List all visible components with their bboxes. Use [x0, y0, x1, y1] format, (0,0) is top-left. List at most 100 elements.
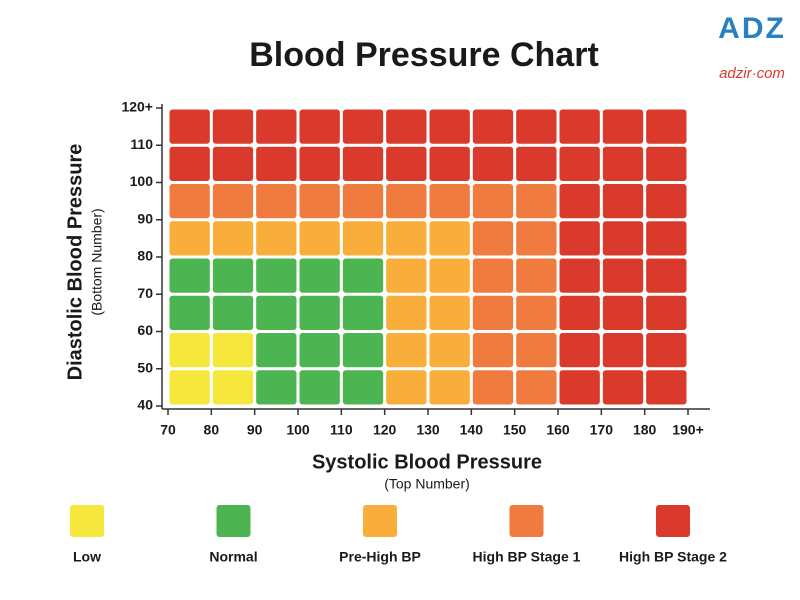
cell	[212, 333, 254, 368]
cell	[516, 109, 557, 144]
legend-label: Pre-High BP	[339, 549, 421, 565]
cell	[169, 109, 210, 144]
cell	[169, 295, 210, 330]
y-tick-label: 80	[137, 248, 153, 264]
cell	[299, 258, 340, 293]
cell	[559, 258, 600, 293]
legend-swatch	[509, 505, 544, 537]
cell	[386, 295, 427, 330]
cell	[602, 295, 644, 330]
cell	[386, 221, 427, 256]
x-tick-label: 180	[633, 422, 657, 438]
cell	[386, 146, 427, 181]
cell	[559, 333, 600, 368]
cell	[602, 333, 644, 368]
cell	[256, 221, 297, 256]
chart-title: Blood Pressure Chart	[249, 36, 599, 74]
cell	[429, 146, 470, 181]
cell	[516, 221, 557, 256]
cell	[256, 109, 297, 144]
cell	[169, 184, 210, 219]
cell	[429, 295, 470, 330]
cell	[212, 146, 254, 181]
legend-label: Low	[73, 549, 101, 565]
cell	[299, 109, 340, 144]
cell	[472, 258, 514, 293]
cell	[212, 258, 254, 293]
legend-swatch	[70, 505, 104, 537]
cell	[299, 333, 340, 368]
cell	[429, 221, 470, 256]
cell	[472, 109, 514, 144]
cell	[559, 370, 600, 405]
cell	[472, 295, 514, 330]
y-tick-label: 90	[137, 210, 153, 226]
cell	[169, 146, 210, 181]
x-tick-label: 120	[373, 422, 397, 438]
legend-swatch	[656, 505, 690, 537]
cell	[212, 109, 254, 144]
cell	[256, 258, 297, 293]
x-tick-label: 70	[160, 422, 176, 438]
cell	[256, 333, 297, 368]
cell	[646, 109, 687, 144]
cell	[386, 333, 427, 368]
cell	[472, 370, 514, 405]
cell	[646, 333, 687, 368]
cell	[472, 333, 514, 368]
cell	[256, 370, 297, 405]
cell	[472, 184, 514, 219]
cell	[429, 370, 470, 405]
x-tick-label: 90	[247, 422, 263, 438]
legend-swatch	[363, 505, 397, 537]
cell	[299, 295, 340, 330]
cell	[169, 333, 210, 368]
cell	[429, 333, 470, 368]
cell	[342, 295, 384, 330]
legend-label: Normal	[209, 549, 257, 565]
cell	[646, 146, 687, 181]
cell	[299, 146, 340, 181]
cell	[299, 184, 340, 219]
cell	[559, 146, 600, 181]
y-tick-label: 50	[137, 359, 153, 375]
x-tick-label: 140	[460, 422, 484, 438]
logo: ADZ	[718, 12, 786, 45]
cell	[646, 258, 687, 293]
legend-label: High BP Stage 1	[473, 549, 581, 565]
cell	[646, 295, 687, 330]
y-axis-label: Diastolic Blood Pressure	[64, 144, 86, 381]
cell	[602, 370, 644, 405]
y-tick-label: 70	[137, 285, 153, 301]
x-tick-label: 170	[590, 422, 614, 438]
cell	[646, 184, 687, 219]
cell	[342, 370, 384, 405]
cell	[472, 146, 514, 181]
y-tick-label: 110	[130, 136, 153, 152]
cell	[299, 221, 340, 256]
y-tick-label: 40	[137, 397, 153, 413]
y-axis-sublabel: (Bottom Number)	[89, 208, 105, 315]
cell	[646, 221, 687, 256]
cell	[559, 109, 600, 144]
cell	[299, 370, 340, 405]
cell	[386, 258, 427, 293]
cell	[602, 184, 644, 219]
cell	[342, 333, 384, 368]
cell	[342, 184, 384, 219]
cell	[386, 370, 427, 405]
cell	[386, 109, 427, 144]
cell	[212, 295, 254, 330]
cell	[169, 258, 210, 293]
cell	[602, 146, 644, 181]
cell	[516, 333, 557, 368]
cell	[386, 184, 427, 219]
cell	[342, 258, 384, 293]
cell	[429, 258, 470, 293]
cell	[516, 184, 557, 219]
cell	[212, 221, 254, 256]
logo-site: adzir·com	[719, 65, 785, 82]
cell	[602, 109, 644, 144]
y-tick-label: 120+	[121, 99, 153, 115]
